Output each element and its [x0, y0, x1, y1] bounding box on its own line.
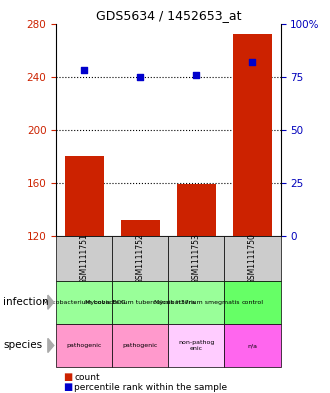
Text: infection: infection: [3, 297, 49, 307]
Bar: [177, 184, 216, 236]
Bar: [112, 236, 168, 281]
Text: Mycobacterium smegmatis: Mycobacterium smegmatis: [153, 300, 239, 305]
Bar: [121, 220, 160, 236]
Text: species: species: [3, 340, 43, 351]
Polygon shape: [48, 295, 54, 309]
Title: GDS5634 / 1452653_at: GDS5634 / 1452653_at: [96, 9, 241, 22]
Point: [138, 73, 143, 80]
Point: [250, 59, 255, 65]
Bar: [224, 324, 280, 367]
Text: pathogenic: pathogenic: [122, 343, 158, 348]
Bar: [65, 156, 104, 236]
Text: n/a: n/a: [248, 343, 257, 348]
Point: [194, 72, 199, 78]
Bar: [56, 236, 112, 281]
Text: Mycobacterium bovis BCG: Mycobacterium bovis BCG: [43, 300, 125, 305]
Text: Mycobacterium tuberculosis H37ra: Mycobacterium tuberculosis H37ra: [85, 300, 195, 305]
Point: [82, 67, 87, 73]
Text: non-pathog
enic: non-pathog enic: [178, 340, 214, 351]
Text: pathogenic: pathogenic: [66, 343, 102, 348]
Bar: [56, 281, 112, 324]
Text: GSM1111751: GSM1111751: [80, 233, 89, 284]
Text: ■: ■: [63, 372, 72, 382]
Bar: [112, 324, 168, 367]
Bar: [168, 236, 224, 281]
Bar: [168, 324, 224, 367]
Text: percentile rank within the sample: percentile rank within the sample: [74, 383, 227, 391]
Text: GSM1111752: GSM1111752: [136, 233, 145, 284]
Bar: [233, 34, 272, 236]
Text: GSM1111750: GSM1111750: [248, 233, 257, 284]
Bar: [112, 281, 168, 324]
Bar: [224, 236, 280, 281]
Text: count: count: [74, 373, 100, 382]
Text: control: control: [242, 300, 263, 305]
Bar: [168, 281, 224, 324]
Bar: [56, 324, 112, 367]
Bar: [224, 281, 280, 324]
Polygon shape: [48, 338, 54, 353]
Text: ■: ■: [63, 382, 72, 392]
Text: GSM1111753: GSM1111753: [192, 233, 201, 284]
